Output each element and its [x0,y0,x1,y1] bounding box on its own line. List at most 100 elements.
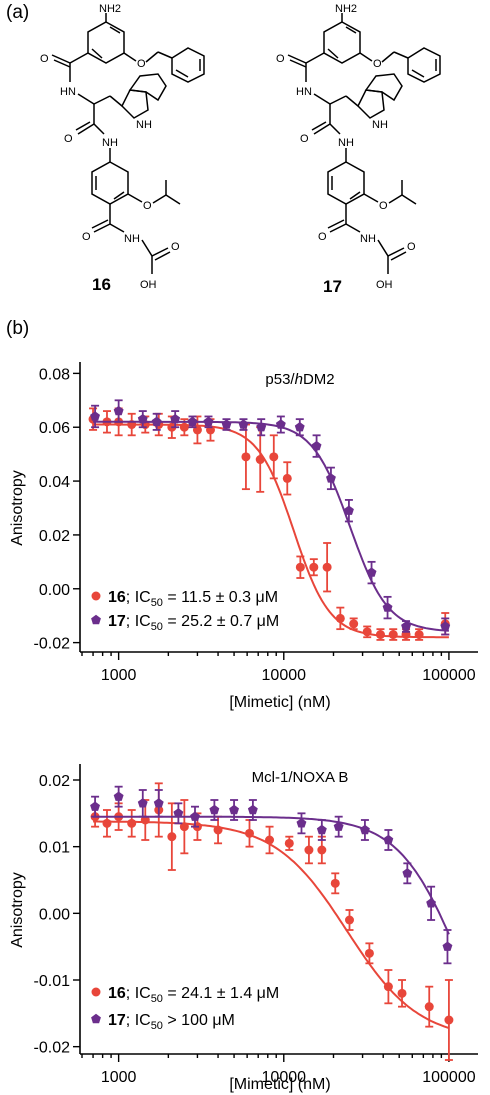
y-tick-label: 0.08 [39,366,70,383]
data-point-17 [153,798,164,808]
data-point-16 [102,818,112,828]
ring-benzyl [407,47,441,83]
data-point-16 [364,948,374,958]
legend-marker-16 [91,591,101,601]
ring-central [91,161,129,205]
compound-16-label: 16 [92,275,111,294]
legend-ic: IC [135,589,151,606]
legend-label-17: 17; IC50 = 25.2 ± 0.7 μM [108,613,279,633]
y-tick-label: 0.00 [39,906,70,923]
data-point-17 [326,473,336,483]
y-tick-label: 0.00 [39,582,70,599]
chart-title-part: Mcl-1/NOXA B [252,769,349,786]
x-tick-label: 1000 [101,1069,137,1086]
legend-ic: IC [135,613,151,630]
data-point-17 [382,602,393,612]
data-point-17 [170,414,181,424]
y-tick-label: 0.04 [39,474,70,491]
data-point-17 [90,801,100,811]
data-point-16 [304,845,314,855]
atom-label: O [300,133,309,145]
y-axis-title: Anisotropy [9,872,26,948]
data-point-16 [167,832,177,842]
series-17: 17; IC50 = 25.2 ± 0.7 μM [90,399,451,636]
data-point-16 [284,838,294,848]
y-axis-title: Anisotropy [9,470,26,546]
x-axis-title: [Mimetic] (nM) [229,694,330,711]
atom-label: O [373,58,382,70]
data-point-16 [375,630,385,640]
series-17: 17; IC50 > 100 μM [90,785,453,1032]
data-point-17 [173,808,184,818]
data-point-17 [366,567,377,577]
x-tick-label: 1000 [101,667,137,684]
data-point-16 [269,452,279,462]
data-point-16 [179,822,189,832]
fit-curve-17 [93,815,450,935]
data-point-16 [309,562,319,572]
ring-central [327,161,365,205]
data-point-16 [295,562,305,572]
ring-aminophenyl [323,21,361,64]
atom-label: NH2 [99,3,121,15]
data-point-17 [294,422,305,432]
legend-marker-16 [91,987,101,997]
data-point-16 [424,1002,434,1012]
data-point-16 [127,818,137,828]
chart-title: Mcl-1/NOXA B [252,769,349,786]
atom-label: NH [372,119,388,131]
legend-separator: ; [126,589,135,606]
chart-mcl1-noxab: 0.02 0.01 0.00 -0.01 -0.02 1000 10000 100000 [Mi… [9,764,478,1093]
atom-label: HN [296,86,312,98]
legend-compound: 16 [108,985,126,1002]
ring-indole-pyrrole [357,89,385,119]
panel-a-label: (a) [6,2,30,23]
atom-label: O [171,241,180,253]
data-point-17 [275,419,286,429]
atom-label: NH [136,119,152,131]
y-tick-label: 0.06 [39,420,70,437]
data-point-16 [265,835,275,845]
x-tick-label: 10000 [262,1069,307,1086]
data-point-17 [190,811,200,821]
atom-label: HN [60,86,76,98]
y-tick-label: -0.01 [34,973,71,990]
data-point-17 [311,440,322,451]
data-point-16 [244,828,254,838]
chart-title-part: p53/ [265,371,295,388]
legend-label-17: 17; IC50 > 100 μM [108,1012,235,1032]
chart-p53-hdm2: 0.08 0.06 0.04 0.02 0.00 -0.02 1000 10000 100000… [9,362,478,711]
data-point-16 [255,455,265,465]
data-point-16 [213,825,223,835]
data-point-17 [113,405,124,416]
chart-title: p53/hDM2 [265,371,334,388]
data-point-17 [256,422,267,432]
data-point-16 [349,619,359,629]
data-point-17 [316,824,327,835]
structure-compound-17: NH2 O O HN NH O NH O [276,3,441,296]
atom-label: O [40,53,49,65]
data-point-16 [444,1015,454,1025]
panel-b-label: (b) [6,318,30,339]
series-16: 16; IC50 = 24.1 ± 1.4 μM [90,782,454,1061]
data-point-16 [388,630,398,640]
legend-compound: 17 [108,1012,126,1029]
atom-label: O [82,231,91,243]
ring-indole-benzo [128,73,167,102]
atom-label: NH [338,137,354,149]
x-axis-title: [Mimetic] (nM) [229,1076,330,1093]
legend-ic-subscript: 50 [151,621,163,633]
legend-value: > 100 μM [163,1012,235,1029]
data-point-17 [442,941,453,951]
data-point-16 [330,878,340,888]
chart-title-part: DM2 [303,371,335,388]
data-point-16 [383,982,393,992]
data-point-17 [209,804,220,815]
atom-label: O [64,133,73,145]
data-point-17 [229,804,239,815]
y-tick-label: -0.02 [34,1040,71,1057]
data-point-16 [317,845,327,855]
data-point-17 [203,416,214,427]
data-point-16 [140,815,150,825]
data-point-17 [238,419,249,429]
